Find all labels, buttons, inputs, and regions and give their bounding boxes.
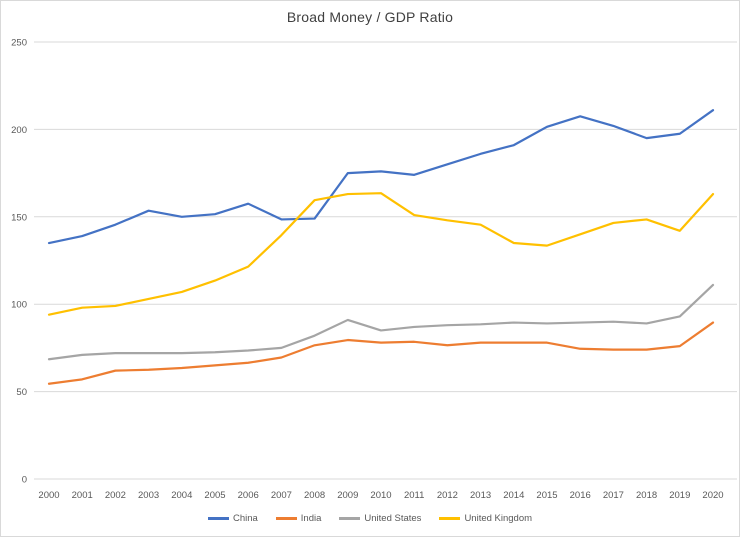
legend-item-china: China <box>207 513 258 524</box>
legend-line-swatch <box>275 517 297 520</box>
legend-item-united-states: United States <box>339 513 421 524</box>
x-axis-tick-label: 2002 <box>105 490 126 501</box>
series-line-united-states <box>47 283 715 361</box>
x-axis-tick-label: 2007 <box>271 490 292 501</box>
series-line-india <box>47 321 715 385</box>
x-axis-tick-label: 2019 <box>669 490 690 501</box>
x-axis-tick-label: 2003 <box>138 490 159 501</box>
y-axis-tick-label: 50 <box>16 387 27 398</box>
legend-label: United States <box>364 513 422 524</box>
legend-line-swatch <box>439 517 461 520</box>
x-axis-tick-label: 2004 <box>171 490 192 501</box>
legend-label: India <box>300 513 322 524</box>
legend-item-india: India <box>275 513 322 524</box>
legend-item-united-kingdom: United Kingdom <box>439 513 532 524</box>
legend-line-swatch <box>207 517 229 520</box>
x-axis-tick-label: 2010 <box>370 490 391 501</box>
x-axis-tick-label: 2006 <box>238 490 259 501</box>
y-axis-tick-label: 0 <box>22 475 27 486</box>
x-axis-tick-label: 2012 <box>437 490 458 501</box>
legend-line-swatch <box>339 517 361 520</box>
x-axis-tick-label: 2001 <box>72 490 93 501</box>
legend: China India United States United Kingdom <box>1 513 739 524</box>
x-axis-tick-label: 2013 <box>470 490 491 501</box>
x-axis-tick-label: 2020 <box>702 490 723 501</box>
chart-title: Broad Money / GDP Ratio <box>286 9 454 25</box>
x-axis-tick-label: 2018 <box>636 490 657 501</box>
x-axis-tick-label: 2005 <box>204 490 225 501</box>
x-axis-tick-label: 2000 <box>38 490 59 501</box>
series-line-china <box>47 109 715 245</box>
legend-label: China <box>232 513 258 524</box>
series-line-united-kingdom <box>47 192 715 316</box>
x-axis-tick-label: 2008 <box>304 490 325 501</box>
x-axis-tick-label: 2015 <box>536 490 557 501</box>
x-axis-tick-label: 2016 <box>570 490 591 501</box>
x-axis-tick-label: 2011 <box>404 490 424 501</box>
y-axis-tick-label: 100 <box>11 300 27 311</box>
x-axis-tick-label: 2009 <box>337 490 358 501</box>
x-axis-tick-label: 2017 <box>603 490 624 501</box>
y-axis-tick-label: 200 <box>11 125 27 136</box>
legend-label: United Kingdom <box>464 513 533 524</box>
y-axis-tick-label: 250 <box>11 38 27 49</box>
x-axis-tick-label: 2014 <box>503 490 524 501</box>
y-axis-tick-label: 150 <box>11 212 27 223</box>
